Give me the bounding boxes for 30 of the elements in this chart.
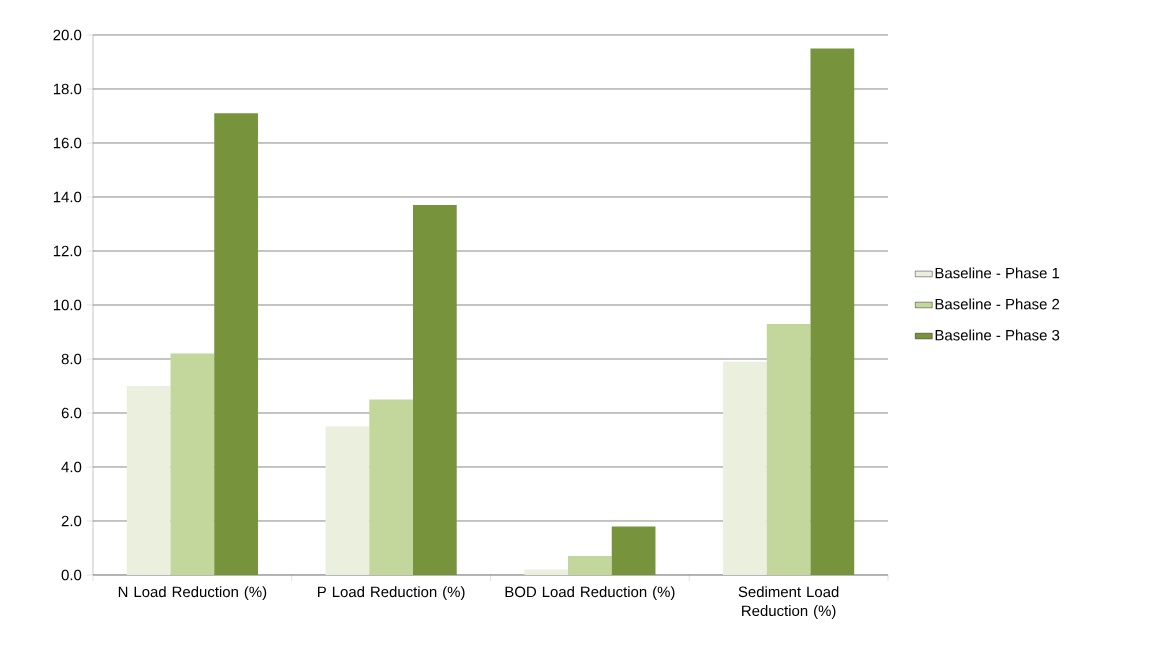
bar <box>369 399 413 575</box>
bar <box>170 353 215 575</box>
x-tick-label: P Load Reduction (%) <box>318 586 465 601</box>
y-tick-label: 12.0 <box>53 245 82 257</box>
x-tick-label: Sediment Load Reduction (%) <box>738 586 839 620</box>
y-tick-label: 2.0 <box>61 515 82 527</box>
legend-label: Baseline - Phase 1 <box>935 267 1060 279</box>
y-tick-label: 4.0 <box>61 461 82 473</box>
y-tick-label: 10.0 <box>53 299 82 311</box>
bar <box>766 323 811 575</box>
x-tick-label: N Load Reduction (%) <box>118 586 267 601</box>
y-tick-label: 18.0 <box>53 83 82 95</box>
y-tick-label: 16.0 <box>53 137 82 149</box>
y-tick-label: 8.0 <box>61 353 82 365</box>
legend-label: Baseline - Phase 3 <box>935 329 1060 341</box>
y-tick-label: 6.0 <box>61 407 82 419</box>
legend-label: Baseline - Phase 2 <box>935 298 1060 310</box>
bar <box>126 385 171 575</box>
bar <box>524 569 569 575</box>
bar <box>568 556 612 575</box>
bar <box>413 205 457 575</box>
y-tick-label: 14.0 <box>53 191 82 203</box>
bar <box>810 48 855 575</box>
bar <box>611 526 656 575</box>
bar <box>723 361 767 575</box>
x-tick-label: BOD Load Reduction (%) <box>505 586 675 601</box>
bar <box>214 113 258 575</box>
y-tick-label: 20.0 <box>53 29 82 41</box>
y-tick-label: 0.0 <box>61 569 82 581</box>
bar <box>325 426 370 575</box>
